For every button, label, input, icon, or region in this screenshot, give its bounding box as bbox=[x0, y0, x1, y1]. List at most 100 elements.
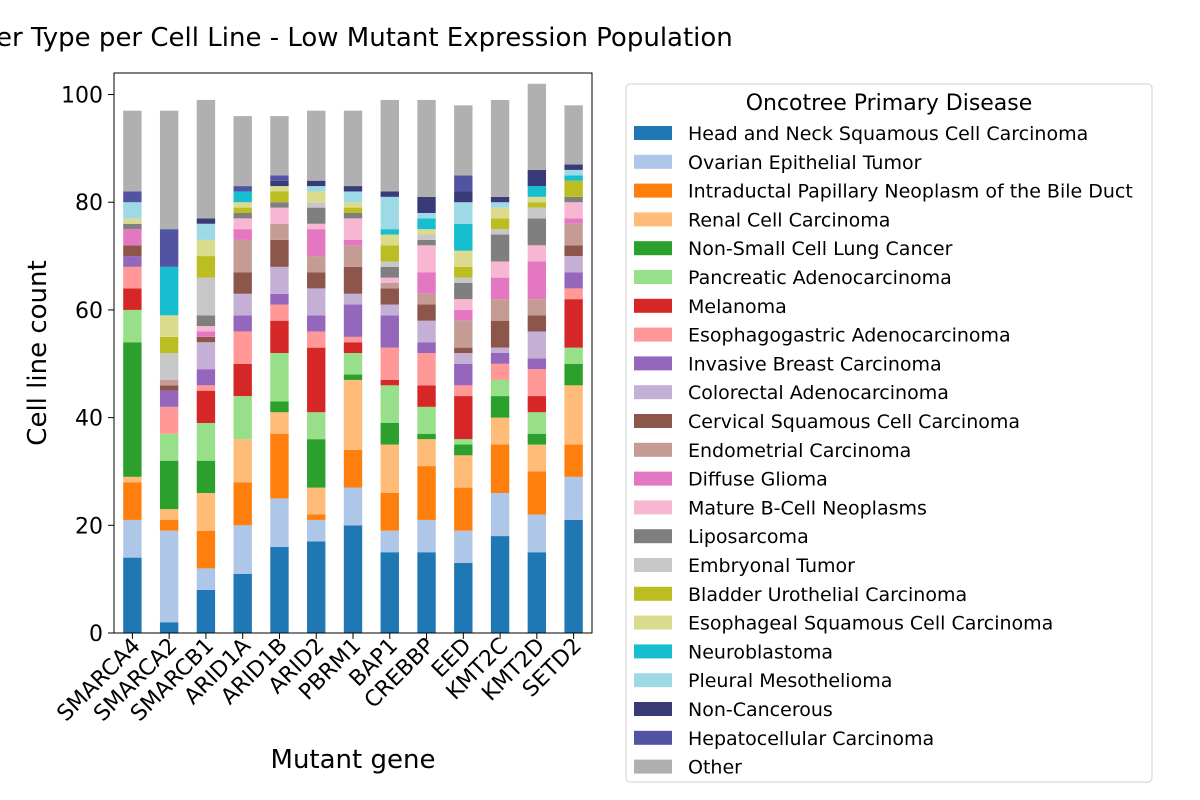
bar-segment bbox=[123, 557, 142, 633]
bar-segment bbox=[307, 229, 326, 257]
legend-swatch bbox=[634, 702, 672, 716]
bar-segment bbox=[233, 186, 252, 192]
bar-segment bbox=[343, 207, 363, 213]
bar-segment bbox=[233, 116, 252, 187]
bar-segment bbox=[527, 186, 547, 197]
bar-segment bbox=[233, 573, 252, 633]
bar-segment bbox=[343, 218, 363, 240]
bar-segment bbox=[417, 433, 436, 440]
bar-segment bbox=[490, 207, 510, 219]
bar-segment bbox=[196, 385, 216, 391]
bar-segment bbox=[490, 536, 510, 633]
bar-segment bbox=[380, 385, 399, 423]
legend-label: Pancreatic Adenocarcinoma bbox=[688, 267, 952, 289]
bar-segment bbox=[380, 99, 399, 192]
bar-segment bbox=[490, 202, 510, 208]
legend-label: Ovarian Epithelial Tumor bbox=[688, 152, 922, 174]
bar-segment bbox=[380, 347, 399, 380]
bar-segment bbox=[564, 288, 583, 300]
bar-segment bbox=[196, 315, 216, 327]
bar-segment bbox=[270, 401, 289, 413]
bar-segment bbox=[307, 110, 326, 181]
bar-segment bbox=[564, 476, 583, 520]
legend-items: Head and Neck Squamous Cell Carcinoma Ova… bbox=[634, 123, 1133, 779]
bar-segment bbox=[270, 412, 289, 434]
bar-segment bbox=[490, 99, 510, 197]
bar-segment bbox=[564, 196, 583, 203]
bar-segment bbox=[123, 202, 142, 219]
bar-segment bbox=[233, 482, 252, 526]
legend-label: Head and Neck Squamous Cell Carcinoma bbox=[688, 123, 1088, 145]
bar-segment bbox=[454, 444, 473, 456]
y-tick-label: 20 bbox=[75, 514, 103, 539]
bar-segment bbox=[380, 261, 399, 267]
bar-segment bbox=[123, 482, 142, 520]
bar-segment bbox=[564, 164, 583, 170]
bar-segment bbox=[159, 509, 179, 520]
bar-segment bbox=[233, 396, 252, 440]
bar-segment bbox=[307, 223, 326, 230]
bar-segment bbox=[490, 363, 510, 380]
legend-swatch bbox=[634, 730, 672, 745]
bar-segment bbox=[564, 245, 583, 257]
bar-segment bbox=[123, 288, 142, 310]
bar-segment bbox=[270, 116, 289, 176]
bar-segment bbox=[417, 439, 436, 467]
legend-label: Mature B-Cell Neoplasms bbox=[688, 497, 927, 519]
bar-segment bbox=[564, 223, 583, 246]
bar-segment bbox=[454, 563, 473, 633]
bar-segment bbox=[343, 342, 363, 353]
bar-segment bbox=[343, 304, 363, 337]
bar-segment bbox=[343, 186, 363, 192]
bar-segment bbox=[270, 266, 289, 294]
bar-segment bbox=[233, 272, 252, 294]
bar-segment bbox=[196, 589, 216, 633]
legend-swatch bbox=[634, 471, 672, 486]
bar-segment bbox=[380, 444, 399, 493]
bar-segment bbox=[527, 433, 547, 445]
bar-segment bbox=[454, 385, 473, 397]
legend-swatch bbox=[634, 327, 672, 342]
bar-segment bbox=[490, 347, 510, 353]
bar-segment bbox=[159, 315, 179, 337]
bar-segment bbox=[196, 568, 216, 590]
bar-segment bbox=[527, 196, 547, 203]
bar-segment bbox=[380, 423, 399, 445]
bar-segment bbox=[159, 379, 179, 386]
bar-segment bbox=[196, 277, 216, 316]
bar-segment bbox=[123, 256, 142, 267]
bar-segment bbox=[270, 175, 289, 181]
bar-segment bbox=[196, 460, 216, 493]
bar-segment bbox=[417, 406, 436, 434]
legend-swatch bbox=[634, 126, 672, 140]
bar-segment bbox=[159, 385, 179, 391]
bar-segment bbox=[490, 493, 510, 537]
bar-segment bbox=[380, 379, 399, 386]
bar-segment bbox=[159, 433, 179, 461]
bar-segment bbox=[343, 239, 363, 246]
bar-segment bbox=[490, 444, 510, 493]
legend-swatch bbox=[634, 154, 672, 169]
bar-segment bbox=[196, 239, 216, 257]
bar-segment bbox=[454, 283, 473, 300]
bar-segment bbox=[417, 304, 436, 321]
bar-segment bbox=[159, 229, 179, 267]
legend-label: Intraductal Papillary Neoplasm of the Bi… bbox=[688, 181, 1133, 203]
bar-segment bbox=[417, 218, 436, 230]
bar-segment bbox=[159, 390, 179, 407]
bar-segment bbox=[564, 180, 583, 197]
bar-segment bbox=[196, 493, 216, 531]
bar-segment bbox=[417, 385, 436, 407]
bar-segment bbox=[270, 498, 289, 547]
bar-segment bbox=[380, 229, 399, 235]
bar-segment bbox=[343, 191, 363, 203]
bar-segment bbox=[233, 213, 252, 219]
bar-segment bbox=[343, 336, 363, 343]
bar-segment bbox=[196, 390, 216, 423]
bar-segment bbox=[417, 196, 436, 213]
bar-segment bbox=[417, 272, 436, 294]
bar-segment bbox=[527, 299, 547, 316]
bar-segment bbox=[490, 320, 510, 348]
bar-segment bbox=[380, 493, 399, 531]
bar-segment bbox=[123, 342, 142, 477]
